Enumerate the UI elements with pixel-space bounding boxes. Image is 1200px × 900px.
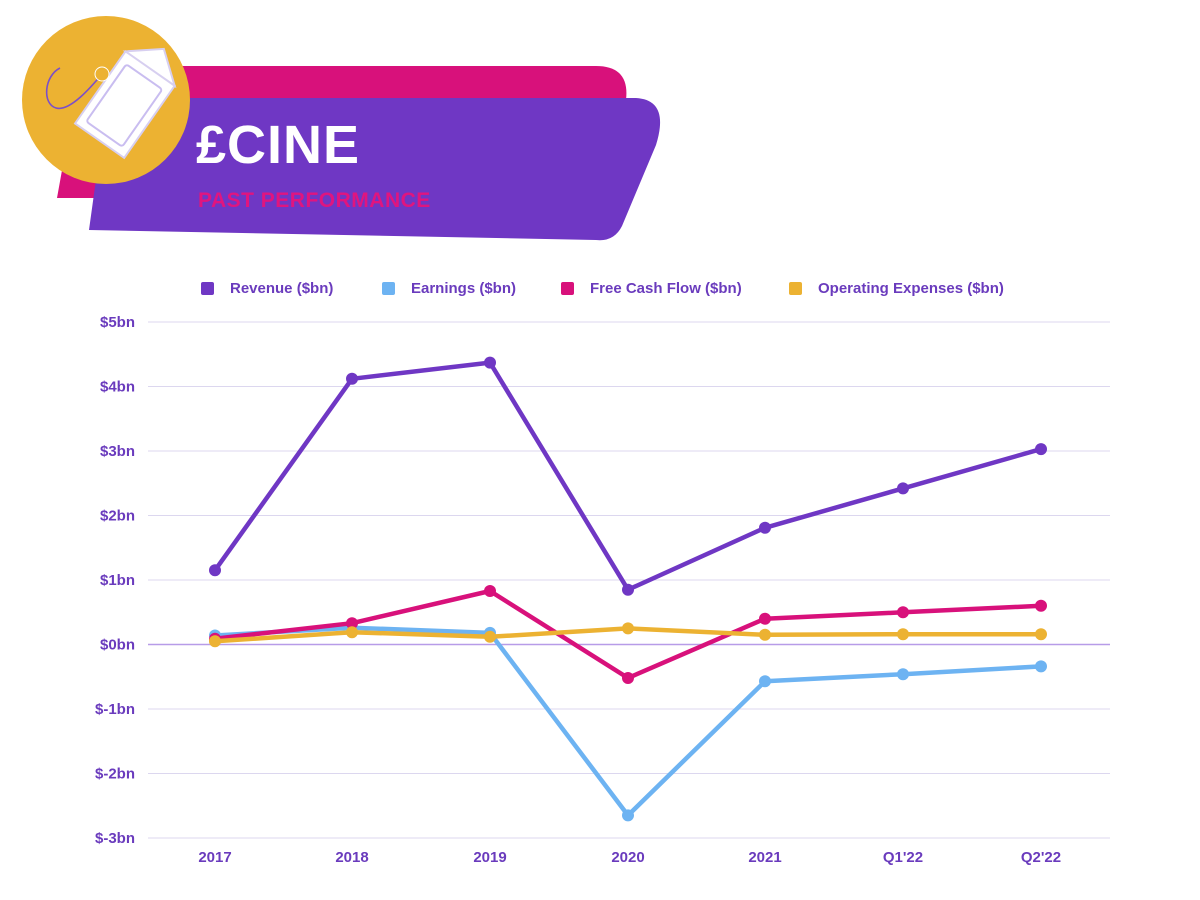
data-point-earnings [622, 809, 634, 822]
chart-legend: Revenue ($bn) Earnings ($bn) Free Cash F… [0, 276, 1200, 300]
y-tick-label: $4bn [100, 379, 135, 396]
y-tick-label: $3bn [100, 443, 135, 460]
data-point-revenue [346, 372, 358, 385]
y-tick-label: $2bn [100, 508, 135, 525]
series-line-earnings [212, 625, 1044, 818]
data-point-earnings [1035, 660, 1047, 673]
banner-purple-shape [89, 98, 661, 241]
legend-item-free-cash-flow: Free Cash Flow ($bn) [561, 276, 742, 300]
page-subtitle: PAST PERFORMANCE [198, 189, 431, 212]
x-tick-label: 2019 [473, 849, 506, 866]
data-point-free-cash-flow [897, 606, 909, 619]
data-point-operating-expenses [484, 630, 496, 643]
y-tick-label: $1bn [100, 572, 135, 589]
series-line-revenue [212, 360, 1044, 592]
x-tick-label: 2017 [198, 849, 231, 866]
line-chart: $5bn$4bn$3bn$2bn$1bn$0bn$-1bn$-2bn$-3bn … [95, 314, 1110, 866]
page-title: £CINE [196, 115, 361, 175]
legend-swatch-earnings [382, 281, 395, 295]
legend-item-earnings: Earnings ($bn) [382, 276, 516, 300]
legend-label-operating-expenses: Operating Expenses ($bn) [818, 279, 1004, 297]
series-free-cash-flow [209, 585, 1047, 684]
data-point-earnings [759, 675, 771, 688]
x-tick-label: 2020 [611, 849, 644, 866]
data-point-operating-expenses [346, 626, 358, 639]
x-axis-ticks: 2017 2018 2019 2020 2021 Q1'22 Q2'22 [198, 849, 1061, 866]
y-axis-ticks: $5bn $4bn $3bn $2bn $1bn $0bn $-1bn $-2bn $-3bn [95, 314, 135, 847]
legend-item-operating-expenses: Operating Expenses ($bn) [789, 276, 1004, 300]
x-tick-label: 2018 [335, 849, 368, 866]
y-tick-label: $0bn [100, 637, 135, 654]
series-revenue [209, 356, 1047, 596]
data-point-free-cash-flow [346, 617, 358, 630]
y-tick-label: $5bn [100, 314, 135, 331]
legend-label-free-cash-flow: Free Cash Flow ($bn) [590, 279, 742, 297]
data-point-free-cash-flow [759, 612, 771, 625]
x-tick-label: Q1'22 [883, 849, 923, 866]
header-banner: £CINE PAST PERFORMANCE [0, 0, 700, 250]
data-point-revenue [1035, 443, 1047, 456]
chart-series [209, 356, 1047, 822]
legend-swatch-free-cash-flow [561, 281, 574, 295]
y-tick-label: $-2bn [95, 766, 135, 783]
banner-graphic [22, 16, 661, 241]
legend-label-earnings: Earnings ($bn) [411, 279, 517, 297]
data-point-revenue [622, 583, 634, 596]
data-point-free-cash-flow [484, 585, 496, 597]
series-earnings [209, 621, 1047, 822]
data-point-operating-expenses [759, 628, 771, 641]
legend-label-revenue: Revenue ($bn) [230, 279, 334, 297]
data-point-revenue [897, 482, 909, 495]
legend-swatch-operating-expenses [789, 281, 802, 295]
x-tick-label: 2021 [748, 849, 781, 866]
x-tick-label: Q2'22 [1021, 849, 1061, 866]
price-tag-icon [22, 16, 190, 184]
data-point-revenue [209, 564, 221, 577]
data-point-free-cash-flow [622, 672, 634, 684]
y-tick-label: $-3bn [95, 830, 135, 847]
y-tick-label: $-1bn [95, 701, 135, 718]
data-point-operating-expenses [897, 628, 909, 641]
data-point-free-cash-flow [1035, 599, 1047, 612]
data-point-revenue [759, 521, 771, 534]
data-point-operating-expenses [622, 622, 634, 635]
legend-swatch-revenue [201, 281, 214, 295]
data-point-operating-expenses [1035, 628, 1047, 641]
legend-item-revenue: Revenue ($bn) [201, 276, 333, 300]
series-operating-expenses [209, 622, 1047, 648]
chart-grid [148, 321, 1110, 839]
data-point-revenue [484, 356, 496, 369]
data-point-earnings [897, 668, 909, 681]
data-point-operating-expenses [209, 635, 221, 648]
